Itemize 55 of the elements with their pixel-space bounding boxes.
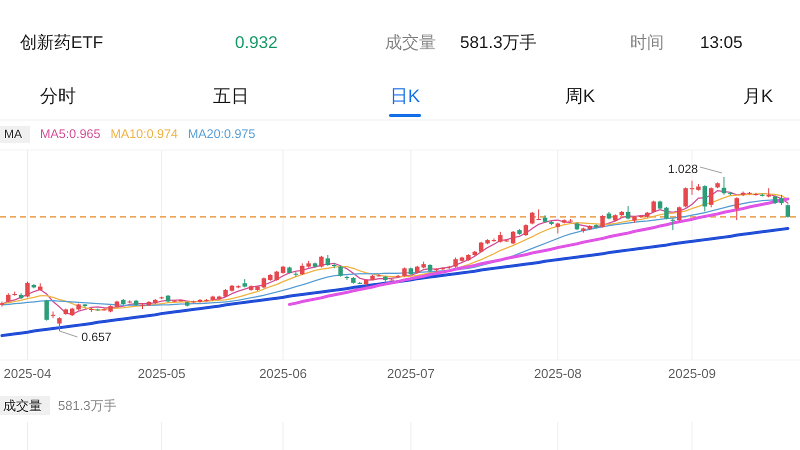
legend-title: MA [4, 127, 22, 141]
candlestick [626, 206, 630, 220]
text: 成交量 [385, 33, 436, 52]
x-tick-label: 2025-04 [4, 366, 52, 381]
text: 周K [564, 86, 596, 106]
candlestick [670, 218, 676, 231]
text: 0.932 [235, 33, 278, 52]
candlestick [510, 230, 516, 245]
text: 月K [742, 86, 774, 106]
x-tick-label: 2025-06 [259, 366, 307, 381]
candlestick [530, 211, 535, 225]
annotation: 0.657 [81, 330, 112, 344]
candlestick [786, 204, 790, 218]
candlestick [478, 241, 484, 254]
text: 时间 [630, 33, 664, 52]
text: MA5:0.965 [40, 127, 101, 141]
x-tick-label: 2025-07 [387, 366, 435, 381]
x-tick-label: 2025-09 [668, 366, 716, 381]
candlestick [536, 208, 541, 221]
candlestick [402, 266, 407, 278]
text: 581.3万手 [58, 398, 117, 413]
candlestick [57, 316, 62, 332]
text: 1.028 [668, 162, 698, 176]
candlestick [25, 281, 30, 298]
text: 成交量 [3, 398, 42, 413]
candlestick [702, 184, 708, 212]
text: 581.3万手 [460, 33, 537, 52]
candlestick [556, 222, 560, 234]
candlestick [524, 224, 528, 236]
candlestick [676, 206, 682, 222]
candlestick [319, 255, 324, 268]
x-tick-label: 2025-05 [138, 366, 186, 381]
text: 日K [390, 86, 420, 106]
candlestick [44, 299, 49, 322]
text: MA20:0.975 [188, 127, 256, 141]
text: 13:05 [700, 33, 743, 52]
candlestick [338, 265, 343, 278]
candlestick [498, 231, 503, 244]
candlestick [734, 196, 739, 221]
chart-title: 创新药ETF [20, 33, 104, 52]
candlestick [300, 262, 304, 276]
candlestick [600, 214, 605, 228]
candlestick [274, 270, 279, 282]
text: MA10:0.974 [110, 127, 178, 141]
candlestick [326, 254, 330, 266]
text: 分时 [40, 86, 76, 106]
x-tick-label: 2025-08 [534, 366, 582, 381]
candlestick [651, 200, 656, 214]
candlestick [722, 176, 726, 196]
candlestick [766, 188, 771, 198]
text: 五日 [213, 86, 249, 106]
candlestick [6, 292, 11, 303]
candlestick [708, 186, 714, 208]
candlestick [683, 186, 688, 208]
candlestick [262, 276, 266, 289]
